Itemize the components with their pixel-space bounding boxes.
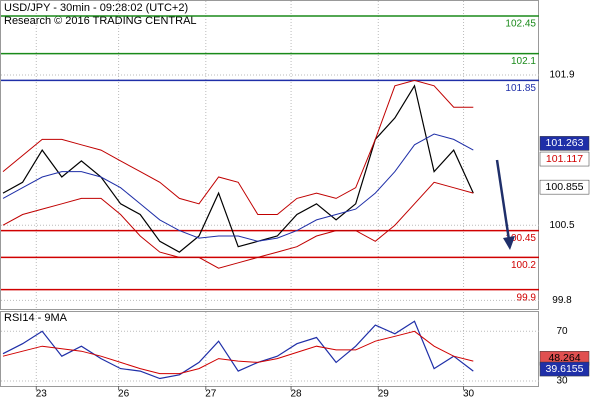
arrow-head <box>503 236 515 250</box>
series-line <box>2 320 474 380</box>
chart-subtitle: Research © 2016 TRADING CENTRAL <box>4 15 197 27</box>
value-box <box>539 179 590 195</box>
level-label: 99.9 <box>517 292 537 303</box>
level-label: 100.2 <box>511 260 536 271</box>
rsi-panel <box>0 311 539 387</box>
series-line <box>2 79 474 215</box>
y-tick-label: 99.8 <box>552 295 572 306</box>
series-line <box>2 181 474 269</box>
chart-title: USD/JPY - 30min - 09:28:02 (UTC+2) <box>4 2 188 14</box>
level-label: 101.85 <box>505 83 536 94</box>
x-tick-label: 29 <box>378 389 390 400</box>
value-box-label: 48.264 <box>548 352 580 364</box>
rsi-title: RSI14 - 9MA <box>4 312 68 324</box>
value-box <box>539 151 590 167</box>
value-box <box>539 361 590 377</box>
x-tick-label: 27 <box>205 389 217 400</box>
x-tick-label: 23 <box>36 389 48 400</box>
series-line <box>2 330 474 375</box>
value-box-label: 100.855 <box>546 181 584 193</box>
y-tick-label: 101.9 <box>549 70 574 81</box>
series-line <box>2 84 474 253</box>
value-box <box>539 136 590 151</box>
value-box-label: 39.6155 <box>546 363 584 375</box>
x-tick-label: 26 <box>118 389 130 400</box>
value-box-label: 101.263 <box>546 137 584 149</box>
value-box-label: 101.117 <box>546 153 583 165</box>
y-tick-label: 100.5 <box>549 220 574 231</box>
x-tick-label: 28 <box>291 389 303 400</box>
level-label: 102.45 <box>505 19 536 30</box>
y-tick-label: 30 <box>556 376 568 387</box>
price-panel <box>0 0 539 310</box>
series-line <box>2 133 474 242</box>
x-tick-label: 30 <box>463 389 475 400</box>
level-label: 102.1 <box>511 56 536 67</box>
y-tick-label: 70 <box>556 326 568 337</box>
level-label: 100.45 <box>505 233 536 244</box>
forecast-arrow <box>495 159 511 241</box>
